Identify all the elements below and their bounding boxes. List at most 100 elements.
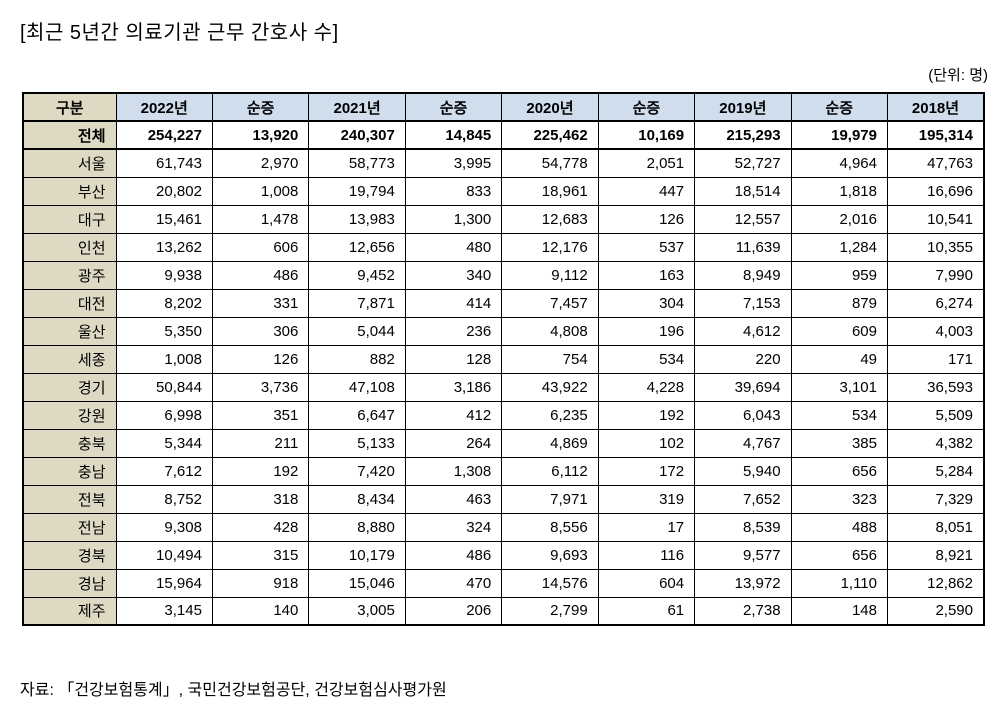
cell-value: 4,964 <box>790 148 889 178</box>
table-row: 세종 1,008 126 882 128 754 534 220 49 171 <box>22 344 985 374</box>
cell-value: 385 <box>790 428 889 458</box>
cell-value: 8,949 <box>694 260 792 290</box>
cell-value: 428 <box>211 512 310 542</box>
cell-value: 959 <box>790 260 889 290</box>
cell-value: 52,727 <box>694 148 792 178</box>
cell-value: 414 <box>404 288 503 318</box>
cell-value: 220 <box>694 344 792 374</box>
header-cell: 순증 <box>597 92 696 122</box>
cell-value: 8,752 <box>115 484 213 514</box>
row-label: 전북 <box>22 484 117 514</box>
cell-value: 486 <box>211 260 310 290</box>
table-row: 충북 5,344 211 5,133 264 4,869 102 4,767 385 4,382 <box>22 428 985 458</box>
cell-value: 8,539 <box>694 512 792 542</box>
cell-value: 54,778 <box>501 148 599 178</box>
table-row: 충남 7,612 192 7,420 1,308 6,112 172 5,940 656 5,28… <box>22 456 985 486</box>
page-title: [최근 5년간 의료기관 근무 간호사 수] <box>20 22 339 44</box>
cell-value: 1,008 <box>115 344 213 374</box>
cell-value: 7,990 <box>887 260 985 290</box>
cell-value: 1,818 <box>790 176 889 206</box>
cell-value: 128 <box>404 344 503 374</box>
cell-value: 6,043 <box>694 400 792 430</box>
cell-value: 163 <box>597 260 696 290</box>
row-label: 제주 <box>22 596 117 626</box>
cell-value: 39,694 <box>694 372 792 402</box>
cell-value: 215,293 <box>694 120 792 150</box>
unit-note: (단위: 명) <box>928 67 988 84</box>
cell-value: 192 <box>211 456 310 486</box>
cell-value: 47,763 <box>887 148 985 178</box>
row-label: 전남 <box>22 512 117 542</box>
cell-value: 5,350 <box>115 316 213 346</box>
source-note: 자료: 「건강보험통계」, 국민건강보험공단, 건강보험심사평가원 <box>20 682 447 699</box>
cell-value: 3,101 <box>790 372 889 402</box>
cell-value: 463 <box>404 484 503 514</box>
cell-value: 534 <box>597 344 696 374</box>
cell-value: 7,153 <box>694 288 792 318</box>
cell-value: 470 <box>404 568 503 598</box>
cell-value: 102 <box>597 428 696 458</box>
cell-value: 10,179 <box>308 540 406 570</box>
cell-value: 10,541 <box>887 204 985 234</box>
header-cell: 2022년 <box>115 92 213 122</box>
cell-value: 10,494 <box>115 540 213 570</box>
table-row: 대전 8,202 331 7,871 414 7,457 304 7,153 879 6,274 <box>22 288 985 318</box>
cell-value: 6,235 <box>501 400 599 430</box>
cell-value: 2,051 <box>597 148 696 178</box>
table-body: 구분 2022년 순증 2021년 순증 2020년 순증 2019년 순증 2… <box>22 92 985 626</box>
cell-value: 3,186 <box>404 372 503 402</box>
cell-value: 323 <box>790 484 889 514</box>
table-row: 경남 15,964 918 15,046 470 14,576 604 13,972 1,110… <box>22 568 985 598</box>
cell-value: 12,862 <box>887 568 985 598</box>
cell-value: 5,509 <box>887 400 985 430</box>
cell-value: 211 <box>211 428 310 458</box>
cell-value: 13,262 <box>115 232 213 262</box>
cell-value: 116 <box>597 540 696 570</box>
cell-value: 412 <box>404 400 503 430</box>
row-label: 세종 <box>22 344 117 374</box>
cell-value: 4,003 <box>887 316 985 346</box>
cell-value: 18,514 <box>694 176 792 206</box>
row-label: 인천 <box>22 232 117 262</box>
cell-value: 488 <box>790 512 889 542</box>
cell-value: 318 <box>211 484 310 514</box>
cell-value: 340 <box>404 260 503 290</box>
cell-value: 606 <box>211 232 310 262</box>
cell-value: 8,556 <box>501 512 599 542</box>
cell-value: 331 <box>211 288 310 318</box>
cell-value: 7,652 <box>694 484 792 514</box>
cell-value: 6,112 <box>501 456 599 486</box>
cell-value: 43,922 <box>501 372 599 402</box>
cell-value: 879 <box>790 288 889 318</box>
row-label: 경기 <box>22 372 117 402</box>
row-label: 경남 <box>22 568 117 598</box>
header-cell: 순증 <box>211 92 310 122</box>
cell-value: 61,743 <box>115 148 213 178</box>
cell-value: 19,979 <box>790 120 889 150</box>
cell-value: 12,656 <box>308 232 406 262</box>
cell-value: 4,382 <box>887 428 985 458</box>
cell-value: 47,108 <box>308 372 406 402</box>
cell-value: 1,110 <box>790 568 889 598</box>
cell-value: 604 <box>597 568 696 598</box>
cell-value: 7,329 <box>887 484 985 514</box>
table-row: 서울 61,743 2,970 58,773 3,995 54,778 2,051 52,72… <box>22 148 985 178</box>
row-label: 부산 <box>22 176 117 206</box>
cell-value: 7,457 <box>501 288 599 318</box>
cell-value: 315 <box>211 540 310 570</box>
cell-value: 49 <box>790 344 889 374</box>
row-label: 경북 <box>22 540 117 570</box>
cell-value: 12,683 <box>501 204 599 234</box>
cell-value: 6,998 <box>115 400 213 430</box>
cell-value: 140 <box>211 596 310 626</box>
header-cell: 2018년 <box>887 92 985 122</box>
cell-value: 2,738 <box>694 596 792 626</box>
cell-value: 5,940 <box>694 456 792 486</box>
table-row: 광주 9,938 486 9,452 340 9,112 163 8,949 959 7,990 <box>22 260 985 290</box>
cell-value: 6,274 <box>887 288 985 318</box>
cell-value: 6,647 <box>308 400 406 430</box>
cell-value: 8,051 <box>887 512 985 542</box>
cell-value: 61 <box>597 596 696 626</box>
cell-value: 7,420 <box>308 456 406 486</box>
